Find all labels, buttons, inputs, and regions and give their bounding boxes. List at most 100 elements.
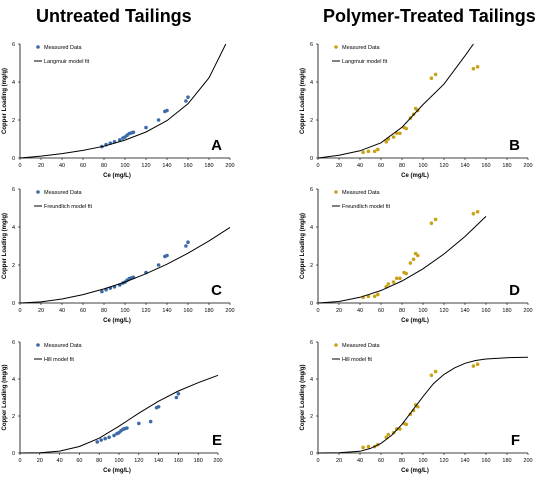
x-tick-label: 60 — [378, 458, 384, 464]
data-point — [366, 444, 371, 449]
legend-entry-measured: Measured Data — [342, 45, 381, 51]
data-point — [475, 362, 480, 367]
y-axis-label: Copper Loading (mg/g) — [300, 68, 306, 134]
data-point — [156, 263, 161, 267]
x-tick-label: 120 — [141, 163, 150, 169]
y-tick-label: 0 — [310, 301, 313, 307]
x-tick-label: 80 — [399, 458, 405, 464]
legend-entry-model: Langmuir model fit — [342, 59, 388, 65]
legend: Measured Data Freundlich model fit — [34, 190, 92, 210]
panel-letter: B — [509, 137, 520, 154]
legend-marker-icon — [36, 45, 40, 49]
data-point — [176, 392, 181, 396]
y-tick-label: 2 — [12, 263, 15, 269]
legend-entry-measured: Measured Data — [44, 343, 83, 349]
data-point — [165, 253, 169, 258]
x-tick-label: 120 — [439, 308, 448, 314]
chart-panel-b: 0 20 40 60 80 100 120 140 160 180 200 0 2 4 6 Ce (mg/L)… — [300, 42, 533, 179]
model-fit-line — [19, 374, 219, 454]
x-tick-label: 0 — [18, 458, 21, 464]
data-point — [361, 445, 365, 450]
x-tick-label: 80 — [96, 458, 102, 464]
x-tick-label: 140 — [460, 458, 469, 464]
y-tick-label: 0 — [310, 156, 313, 162]
data-point — [386, 282, 391, 286]
data-point — [391, 280, 396, 284]
x-tick-label: 140 — [460, 308, 469, 314]
data-point — [475, 210, 480, 214]
chart-panel-d: 0 20 40 60 80 100 120 140 160 180 200 0 2 4 6 Ce (mg/L)… — [300, 187, 533, 324]
legend-entry-measured: Measured Data — [44, 190, 83, 196]
x-tick-label: 40 — [357, 458, 363, 464]
legend-entry-measured: Measured Data — [44, 45, 83, 51]
data-point — [165, 108, 169, 113]
x-tick-label: 80 — [101, 308, 107, 314]
y-tick-label: 4 — [310, 225, 313, 231]
data-point — [148, 419, 153, 424]
model-fit-line — [317, 43, 474, 159]
data-point — [137, 421, 141, 426]
data-point — [131, 130, 136, 135]
legend-entry-model: Hill model fit — [44, 357, 74, 363]
x-tick-label: 160 — [183, 308, 192, 314]
y-axis-label: Copper Loading (mg/g) — [2, 68, 8, 134]
data-point — [398, 131, 402, 136]
y-tick-label: 6 — [12, 187, 15, 193]
data-point — [361, 150, 365, 155]
x-tick-label: 120 — [134, 458, 143, 464]
legend: Measured Data Langmuir model fit — [332, 45, 388, 65]
legend-entry-model: Freundlich model fit — [44, 204, 92, 210]
data-point — [156, 404, 161, 409]
y-axis-label: Copper Loading (mg/g) — [2, 213, 8, 279]
y-tick-label: 2 — [12, 414, 15, 420]
x-tick-label: 180 — [502, 458, 511, 464]
x-tick-label: 60 — [76, 458, 82, 464]
y-tick-label: 2 — [12, 118, 15, 124]
x-tick-label: 200 — [523, 308, 532, 314]
panel-letter: D — [509, 282, 520, 299]
data-point — [394, 427, 399, 431]
chart-panel-f: 0 20 40 60 80 100 120 140 160 180 200 0 2 4 6 Ce (mg/L)… — [300, 340, 533, 474]
x-axis-label: Ce (mg/L) — [103, 173, 131, 179]
panel-letter: F — [511, 432, 520, 449]
data-point — [366, 149, 371, 154]
x-tick-label: 200 — [225, 163, 234, 169]
panel-letter: A — [211, 137, 222, 154]
legend: Measured Data Langmuir model fit — [34, 45, 90, 65]
legend-entry-model: Freundlich model fit — [342, 204, 390, 210]
legend-entry-measured: Measured Data — [342, 190, 381, 196]
legend-marker-icon — [334, 45, 338, 49]
x-tick-label: 20 — [38, 163, 44, 169]
data-point — [103, 436, 107, 441]
y-tick-label: 4 — [12, 377, 15, 383]
data-point — [95, 440, 100, 444]
y-tick-label: 6 — [310, 42, 313, 48]
x-axis-label: Ce (mg/L) — [401, 318, 429, 324]
x-tick-label: 0 — [18, 308, 21, 314]
x-tick-label: 200 — [523, 163, 532, 169]
x-tick-label: 40 — [59, 163, 65, 169]
x-tick-label: 100 — [418, 163, 427, 169]
x-tick-label: 140 — [460, 163, 469, 169]
x-tick-label: 100 — [120, 163, 129, 169]
y-tick-label: 4 — [310, 80, 313, 86]
x-tick-label: 160 — [481, 458, 490, 464]
x-tick-label: 20 — [336, 458, 342, 464]
model-fit-line — [317, 356, 529, 454]
x-tick-label: 20 — [336, 308, 342, 314]
x-tick-label: 200 — [213, 458, 222, 464]
y-tick-label: 4 — [310, 377, 313, 383]
x-tick-label: 180 — [502, 308, 511, 314]
legend-entry-model: Hill model fit — [342, 357, 372, 363]
y-tick-label: 4 — [12, 80, 15, 86]
y-tick-label: 2 — [310, 263, 313, 269]
legend-marker-icon — [334, 343, 338, 347]
data-point — [429, 373, 434, 378]
model-fit-line — [19, 43, 227, 159]
y-tick-label: 4 — [12, 225, 15, 231]
x-tick-label: 20 — [38, 308, 44, 314]
x-axis-label: Ce (mg/L) — [401, 173, 429, 179]
data-point — [408, 261, 413, 265]
chart-panel-c: 0 20 40 60 80 100 120 140 160 180 200 0 2 4 6 Ce (mg/L)… — [2, 187, 235, 324]
x-tick-label: 100 — [418, 308, 427, 314]
